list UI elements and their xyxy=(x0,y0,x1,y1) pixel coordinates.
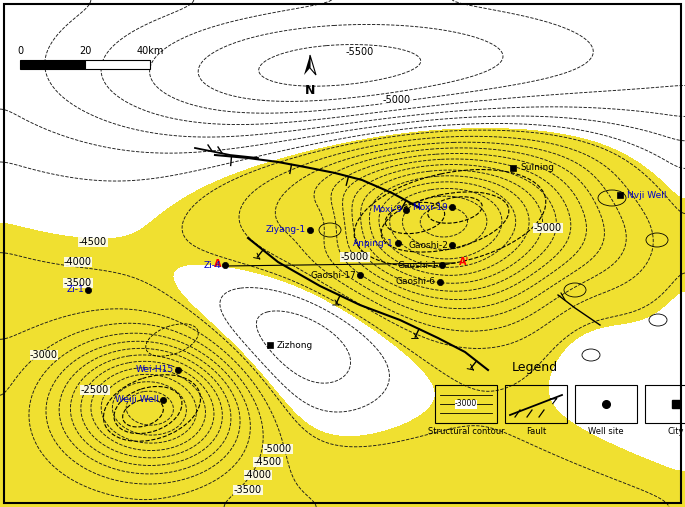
Text: City: City xyxy=(668,427,684,437)
Bar xyxy=(20,60,85,69)
Text: Ziyang-1: Ziyang-1 xyxy=(266,226,306,235)
Text: -5000: -5000 xyxy=(264,444,292,454)
Text: -4000: -4000 xyxy=(64,257,92,267)
Bar xyxy=(85,60,150,69)
Text: Zi-1: Zi-1 xyxy=(66,285,84,295)
Text: Gaoshi-6: Gaoshi-6 xyxy=(396,277,436,286)
Bar xyxy=(575,385,637,423)
Text: Nvji Well: Nvji Well xyxy=(627,191,667,199)
Text: Fault: Fault xyxy=(526,427,546,437)
Text: Legend: Legend xyxy=(512,360,558,374)
Text: -4000: -4000 xyxy=(244,470,272,480)
Text: Weiji Well: Weiji Well xyxy=(115,395,159,405)
Text: -4500: -4500 xyxy=(79,237,107,247)
Text: -5000: -5000 xyxy=(534,223,562,233)
Polygon shape xyxy=(304,55,310,75)
Bar xyxy=(435,385,497,423)
Text: 0: 0 xyxy=(17,46,23,56)
Text: -4500: -4500 xyxy=(254,457,282,467)
Text: Wei-H15: Wei-H15 xyxy=(136,366,174,375)
Bar xyxy=(505,385,567,423)
Text: Gaoshi-17: Gaoshi-17 xyxy=(310,271,356,279)
Text: Gaoshi-1: Gaoshi-1 xyxy=(398,261,438,270)
Text: -5500: -5500 xyxy=(346,47,374,57)
Text: Gaoshi-2: Gaoshi-2 xyxy=(408,240,448,249)
Text: Suining: Suining xyxy=(520,163,554,172)
Text: Structural contour: Structural contour xyxy=(427,427,504,437)
Text: Anping-1: Anping-1 xyxy=(353,238,394,247)
Text: Well site: Well site xyxy=(588,427,624,437)
Text: 40km: 40km xyxy=(136,46,164,56)
Text: -3000: -3000 xyxy=(30,350,58,360)
Text: Moxi-9: Moxi-9 xyxy=(372,205,402,214)
Text: A': A' xyxy=(459,257,469,267)
Polygon shape xyxy=(310,55,316,75)
Text: -3500: -3500 xyxy=(234,485,262,495)
Text: -2500: -2500 xyxy=(81,385,109,395)
Bar xyxy=(645,385,685,423)
Text: N: N xyxy=(305,84,315,97)
Text: -3500: -3500 xyxy=(64,278,92,288)
Text: 20: 20 xyxy=(79,46,91,56)
Text: Moxi-19: Moxi-19 xyxy=(412,202,448,211)
Text: -5000: -5000 xyxy=(341,252,369,262)
Text: -3000: -3000 xyxy=(455,400,477,409)
Text: A: A xyxy=(214,259,221,269)
Text: -5000: -5000 xyxy=(383,95,411,105)
Text: Zi-4: Zi-4 xyxy=(203,261,221,270)
Text: Zizhong: Zizhong xyxy=(277,341,313,349)
